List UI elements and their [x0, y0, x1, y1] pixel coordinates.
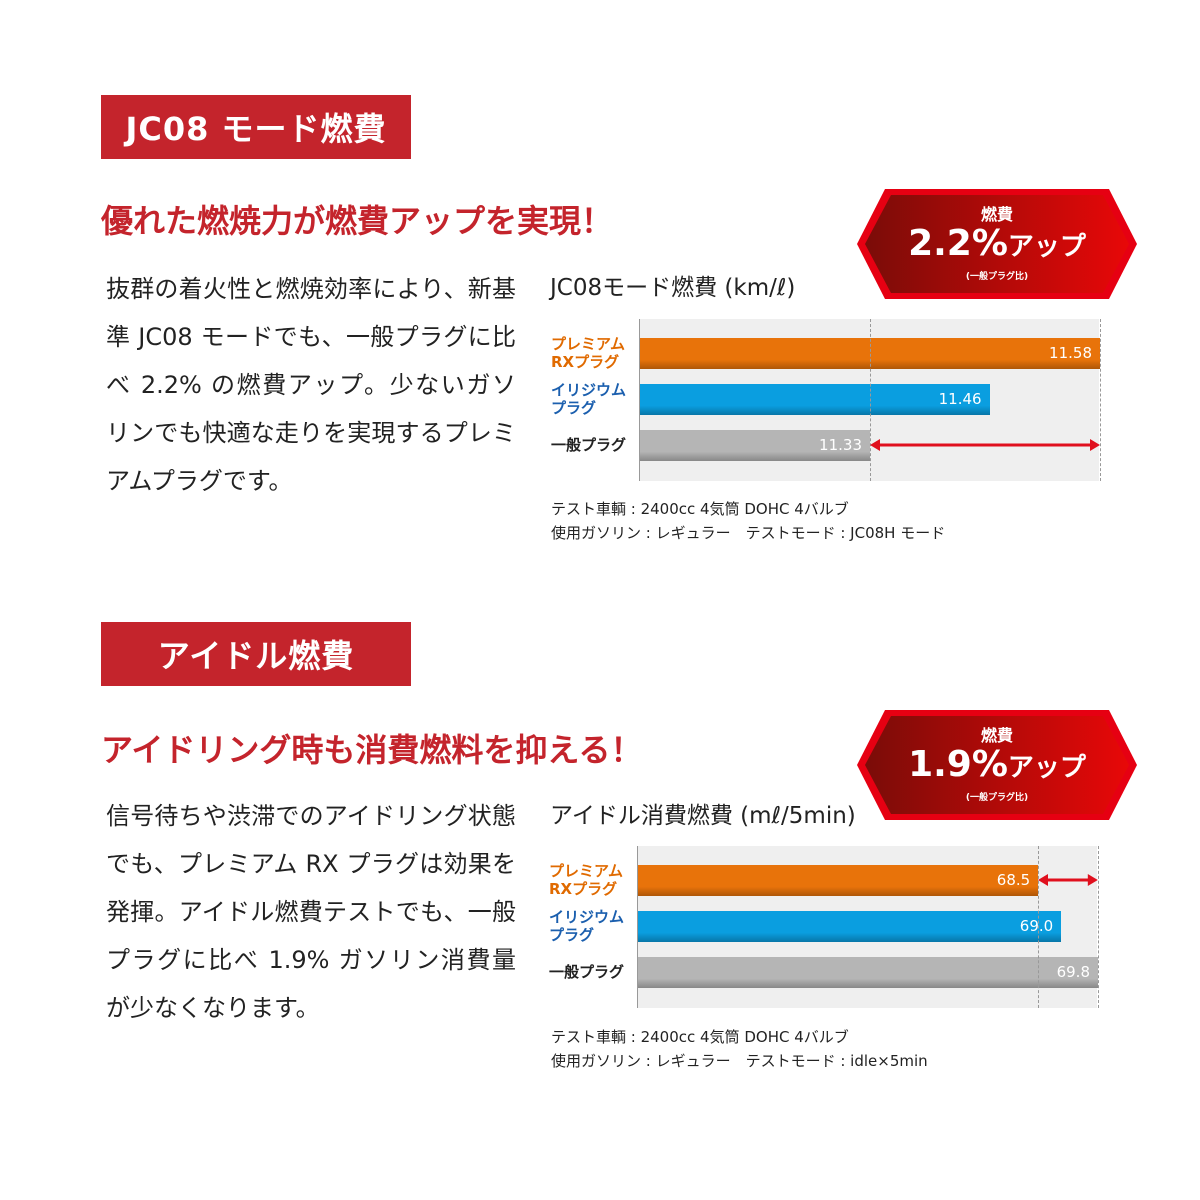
data-label: 68.5: [996, 871, 1031, 889]
reference-line: [1098, 846, 1099, 1008]
body-text: 抜群の着火性と燃焼効率により、新基準 JC08 モードでも、一般プラグに比べ 2…: [106, 275, 516, 495]
category-label: 一般プラグ: [551, 436, 627, 454]
data-label: 69.8: [1056, 963, 1090, 981]
bar: 68.5: [638, 865, 1039, 896]
bar: 69.8: [638, 957, 1098, 988]
badge-value: 1.9%アップ: [908, 744, 1086, 785]
chart-title: JC08モード燃費 (km/ℓ): [550, 275, 796, 301]
reference-line: [1038, 846, 1040, 1008]
plot-area: 68.5 69.0 69.8: [637, 846, 1099, 1008]
chart-title: アイドル消費燃費 (mℓ/5min): [550, 803, 856, 829]
headline: アイドリング時も消費燃料を抑える！: [101, 731, 643, 769]
reference-line: [1100, 319, 1101, 481]
plot-area: 11.58 11.46 11.33: [639, 319, 1101, 481]
body-text: 信号待ちや渋滞でのアイドリング状態でも、プレミアム RX プラグは効果を発揮。ア…: [106, 802, 516, 1022]
category-label: イリジウム プラグ: [551, 381, 627, 417]
data-label: 11.33: [819, 436, 862, 454]
test-notes: テスト車輌 : 2400cc 4気筒 DOHC 4バルブ 使用ガソリン : レギュ…: [551, 500, 946, 542]
badge-label: 燃費: [980, 205, 1013, 224]
section-header-idle: アイドル燃費: [101, 622, 411, 686]
difference-arrow: [1038, 874, 1098, 886]
improvement-badge: 燃費 1.9%アップ (一般プラグ比): [855, 708, 1139, 822]
badge-note: (一般プラグ比): [965, 793, 1029, 803]
chart-jc08: 11.58 11.46 11.33 プレミアム RXプラグ イリジウム プラグ一般プラグ: [551, 319, 1111, 481]
category-label: プレミアム RXプラグ: [551, 335, 625, 371]
data-label: 11.46: [938, 390, 982, 408]
data-label: 69.0: [1019, 917, 1054, 935]
reference-line: [870, 319, 871, 481]
test-notes: テスト車輌 : 2400cc 4気筒 DOHC 4バルブ 使用ガソリン : レギュ…: [551, 1028, 928, 1070]
hexagon-badge-shape: [857, 189, 1137, 299]
badge-value: 2.2%アップ: [908, 223, 1086, 264]
bar: 69.0: [638, 911, 1062, 942]
badge-note: (一般プラグ比): [965, 272, 1029, 282]
bar: 11.33: [640, 430, 870, 461]
category-label: プレミアム RXプラグ: [549, 862, 623, 898]
badge-label: 燃費: [980, 726, 1013, 745]
difference-arrow: [870, 439, 1100, 451]
improvement-badge: 燃費 2.2%アップ (一般プラグ比): [855, 187, 1139, 301]
headline: 優れた燃焼力が燃費アップを実現！: [101, 202, 614, 240]
chart-idle: 68.5 69.0 69.8 プレミアム RXプラグ イリジウム プラグ一般プラグ: [549, 846, 1109, 1008]
category-label: 一般プラグ: [549, 963, 625, 981]
hexagon-badge-shape: [857, 710, 1137, 820]
data-label: 11.58: [1049, 344, 1092, 362]
category-label: イリジウム プラグ: [549, 908, 625, 944]
section-header-jc08: JC08 モード燃費: [101, 95, 411, 159]
bar: 11.46: [640, 384, 990, 415]
